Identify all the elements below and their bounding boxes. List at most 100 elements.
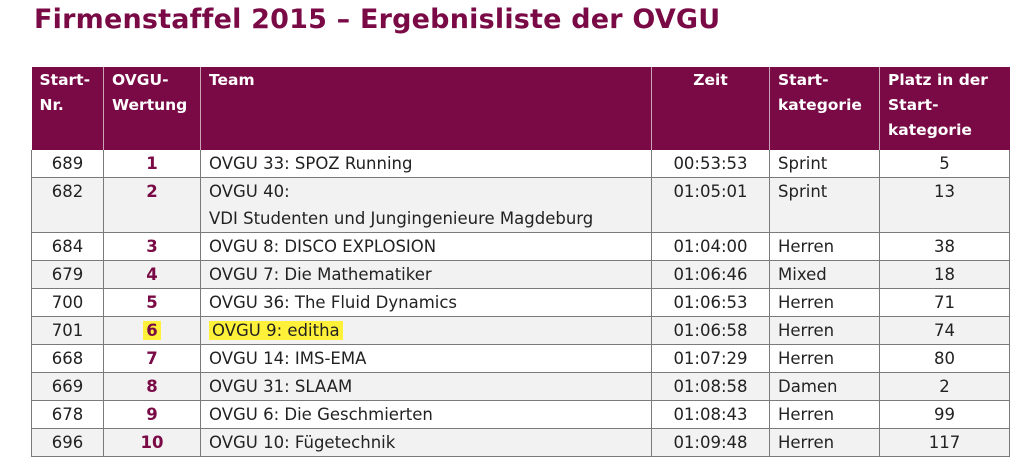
cell-wertung-text: 2 <box>146 182 158 201</box>
cell-zeit-text: 01:05:01 <box>673 182 748 201</box>
cell-start-nr-text: 669 <box>51 377 84 396</box>
cell-team-text: OVGU 7: Die Mathematiker <box>209 265 432 284</box>
cell-platz: 74 <box>879 316 1010 345</box>
header-start-nr: Start- Nr. <box>31 67 104 150</box>
table-row: 668 7 OVGU 14: IMS-EMA 01:07:29 Herren 80 <box>31 344 1010 373</box>
cell-kategorie: Herren <box>769 316 880 345</box>
cell-zeit-text: 01:08:58 <box>673 377 748 396</box>
cell-team: OVGU 10: Fügetechnik <box>200 428 652 457</box>
cell-start-nr: 668 <box>31 344 104 373</box>
cell-start-nr-text: 701 <box>51 321 84 340</box>
cell-wertung: 6 <box>103 316 201 345</box>
cell-platz: 117 <box>879 428 1010 457</box>
cell-team-text: OVGU 9: editha <box>209 321 343 340</box>
table-row: 679 4 OVGU 7: Die Mathematiker 01:06:46 Mixe… <box>31 260 1010 289</box>
cell-team: OVGU 6: Die Geschmierten <box>200 400 652 429</box>
table-row: 682 2 OVGU 40: VDI Studenten und Jungingeni… <box>31 177 1010 233</box>
cell-platz: 18 <box>879 260 1010 289</box>
cell-team-text: OVGU 8: DISCO EXPLOSION <box>209 237 437 256</box>
cell-start-nr: 678 <box>31 400 104 429</box>
table-row: 689 1 OVGU 33: SPOZ Running 00:53:53 Sprint 5 <box>31 150 1010 178</box>
cell-team-line2: VDI Studenten und Jungingenieure Magdebu… <box>209 209 594 228</box>
cell-team-text: OVGU 36: The Fluid Dynamics <box>209 293 458 312</box>
cell-zeit-text: 01:08:43 <box>673 405 748 424</box>
cell-kategorie-text: Herren <box>778 321 835 340</box>
cell-platz: 5 <box>879 150 1010 178</box>
cell-zeit-text: 00:53:53 <box>673 154 748 173</box>
cell-kategorie: Herren <box>769 232 880 261</box>
cell-zeit: 01:06:46 <box>651 260 770 289</box>
cell-platz-text: 80 <box>934 349 955 368</box>
cell-team-text: OVGU 33: SPOZ Running <box>209 154 413 173</box>
header-platz: Platz in der Start-kategorie <box>879 67 1010 150</box>
cell-zeit: 00:53:53 <box>651 150 770 178</box>
cell-zeit: 01:04:00 <box>651 232 770 261</box>
cell-zeit-text: 01:06:46 <box>673 265 748 284</box>
cell-start-nr: 700 <box>31 288 104 317</box>
cell-wertung-text: 1 <box>146 154 158 173</box>
cell-kategorie-text: Damen <box>778 377 838 396</box>
cell-platz: 99 <box>879 400 1010 429</box>
table-row: 678 9 OVGU 6: Die Geschmierten 01:08:43 Herr… <box>31 400 1010 429</box>
cell-wertung-text: 6 <box>143 321 161 340</box>
cell-platz: 38 <box>879 232 1010 261</box>
table-row: 669 8 OVGU 31: SLAAM 01:08:58 Damen 2 <box>31 372 1010 401</box>
cell-start-nr-text: 668 <box>51 349 84 368</box>
cell-kategorie: Herren <box>769 288 880 317</box>
cell-platz-text: 5 <box>939 154 950 173</box>
cell-zeit: 01:06:53 <box>651 288 770 317</box>
cell-platz-text: 38 <box>934 237 955 256</box>
cell-zeit: 01:05:01 <box>651 177 770 233</box>
cell-start-nr: 679 <box>31 260 104 289</box>
cell-wertung-text: 5 <box>146 293 158 312</box>
cell-kategorie-text: Herren <box>778 405 835 424</box>
cell-wertung-text: 4 <box>146 265 158 284</box>
cell-platz: 80 <box>879 344 1010 373</box>
cell-wertung-text: 9 <box>146 405 158 424</box>
table-row: 701 6 OVGU 9: editha 01:06:58 Herren 74 <box>31 316 1010 345</box>
cell-start-nr: 701 <box>31 316 104 345</box>
cell-platz: 13 <box>879 177 1010 233</box>
cell-zeit: 01:08:58 <box>651 372 770 401</box>
cell-zeit-text: 01:06:58 <box>673 321 748 340</box>
cell-kategorie: Herren <box>769 400 880 429</box>
cell-team: OVGU 8: DISCO EXPLOSION <box>200 232 652 261</box>
header-zeit: Zeit <box>651 67 770 150</box>
cell-wertung: 8 <box>103 372 201 401</box>
cell-kategorie: Sprint <box>769 177 880 233</box>
cell-wertung: 9 <box>103 400 201 429</box>
cell-platz-text: 117 <box>928 433 961 452</box>
header-row: Start- Nr. OVGU- Wertung Team Zeit Start-k… <box>31 67 1010 150</box>
cell-team: OVGU 40: VDI Studenten und Jungingenieure… <box>200 177 652 233</box>
cell-zeit: 01:06:58 <box>651 316 770 345</box>
cell-platz-text: 18 <box>934 265 955 284</box>
cell-start-nr: 684 <box>31 232 104 261</box>
cell-wertung: 4 <box>103 260 201 289</box>
cell-team: OVGU 31: SLAAM <box>200 372 652 401</box>
cell-zeit-text: 01:09:48 <box>673 433 748 452</box>
cell-wertung: 5 <box>103 288 201 317</box>
cell-wertung: 2 <box>103 177 201 233</box>
cell-wertung-text: 3 <box>146 237 158 256</box>
cell-zeit-text: 01:07:29 <box>673 349 748 368</box>
cell-start-nr: 682 <box>31 177 104 233</box>
cell-team: OVGU 14: IMS-EMA <box>200 344 652 373</box>
cell-zeit: 01:08:43 <box>651 400 770 429</box>
page-title: Firmenstaffel 2015 – Ergebnisliste der O… <box>34 4 721 35</box>
cell-team-text: OVGU 40: <box>209 182 290 201</box>
cell-zeit-text: 01:06:53 <box>673 293 748 312</box>
header-wertung: OVGU- Wertung <box>103 67 201 150</box>
cell-team-text: OVGU 6: Die Geschmierten <box>209 405 433 424</box>
cell-wertung-text: 7 <box>146 349 158 368</box>
cell-wertung-text: 10 <box>140 433 164 452</box>
cell-zeit: 01:09:48 <box>651 428 770 457</box>
cell-start-nr-text: 700 <box>51 293 84 312</box>
cell-wertung: 10 <box>103 428 201 457</box>
cell-kategorie-text: Sprint <box>778 182 828 201</box>
cell-start-nr: 689 <box>31 150 104 178</box>
cell-start-nr-text: 696 <box>51 433 84 452</box>
cell-kategorie: Herren <box>769 344 880 373</box>
cell-platz: 2 <box>879 372 1010 401</box>
cell-start-nr: 669 <box>31 372 104 401</box>
cell-team-text: OVGU 14: IMS-EMA <box>209 349 367 368</box>
